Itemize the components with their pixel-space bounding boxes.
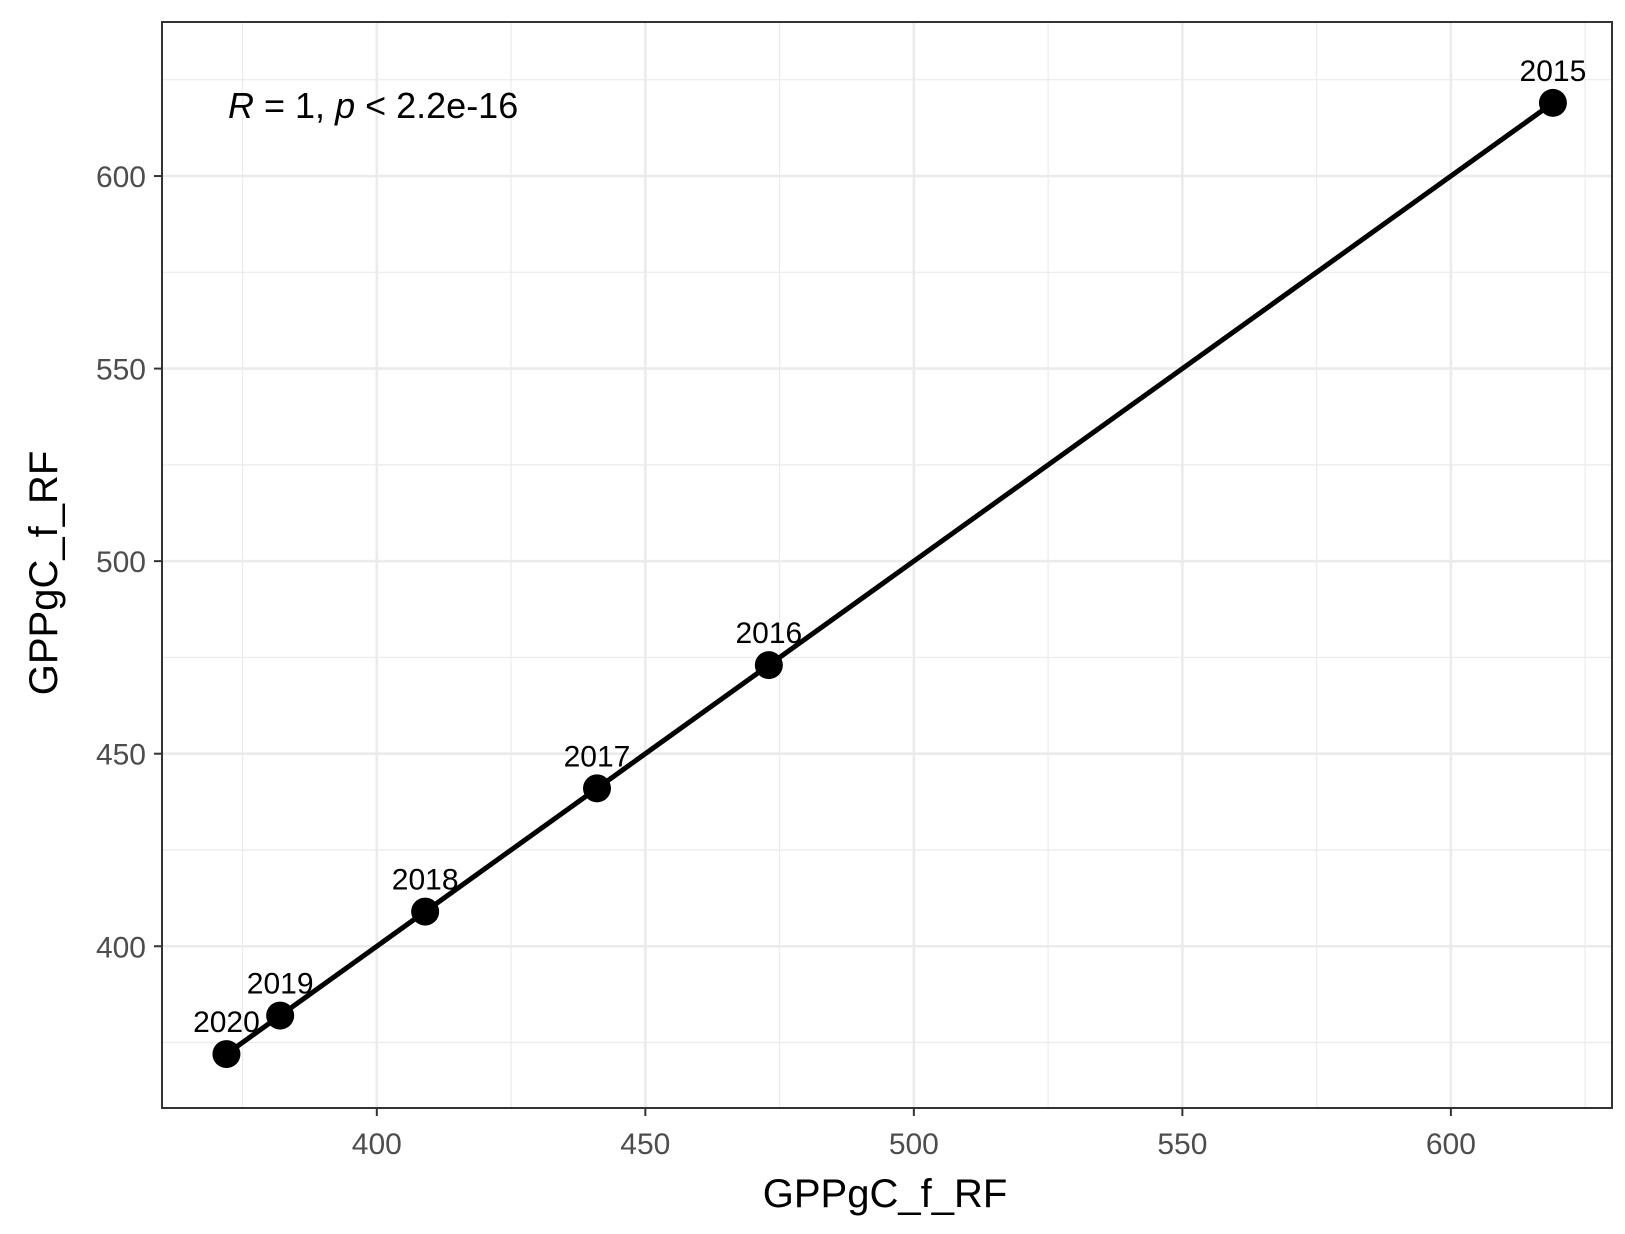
p-text: < 2.2e-16 [355, 85, 518, 126]
x-tick-label: 600 [1426, 1128, 1476, 1161]
p-symbol: p [334, 85, 355, 126]
data-point-2020 [212, 1040, 241, 1069]
x-tick-label: 400 [352, 1128, 402, 1161]
minor-gridlines [162, 22, 1612, 1108]
y-axis: 400 450 500 550 600 [96, 161, 162, 964]
point-label-2019: 2019 [247, 968, 314, 1001]
point-label-2017: 2017 [564, 740, 631, 773]
data-point-2016 [754, 651, 783, 680]
x-tick-label: 550 [1157, 1128, 1207, 1161]
point-label-2015: 2015 [1520, 55, 1587, 88]
data-point-2019 [266, 1001, 295, 1030]
point-label-2020: 2020 [193, 1006, 260, 1039]
y-axis-title: GPPgC_f_RF [22, 451, 66, 696]
point-label-2018: 2018 [392, 864, 459, 897]
data-point-2015 [1538, 88, 1567, 117]
x-axis: 400 450 500 550 600 [352, 1108, 1476, 1161]
y-tick-label: 600 [96, 161, 146, 194]
y-tick-label: 400 [96, 931, 146, 964]
data-point-2017 [583, 774, 611, 803]
point-labels: 2015 2016 2017 2018 2019 2020 [193, 55, 1586, 1039]
panel-border [161, 21, 1613, 1109]
fit-line-group [223, 100, 1556, 1057]
fit-line [223, 100, 1556, 1057]
x-tick-label: 450 [620, 1128, 670, 1161]
data-point-2018 [411, 897, 440, 926]
r-symbol: R [228, 85, 254, 126]
y-tick-label: 500 [96, 546, 146, 579]
point-label-2016: 2016 [735, 617, 802, 650]
x-axis-title: GPPgC_f_RF [763, 1172, 1008, 1216]
x-tick-label: 500 [889, 1128, 939, 1161]
y-tick-label: 450 [96, 739, 146, 772]
correlation-annotation: R = 1, p < 2.2e-16 [228, 85, 518, 126]
major-gridlines [162, 22, 1612, 1108]
y-tick-label: 550 [96, 354, 146, 387]
data-points [212, 88, 1567, 1069]
r-text: = 1, [254, 85, 335, 126]
